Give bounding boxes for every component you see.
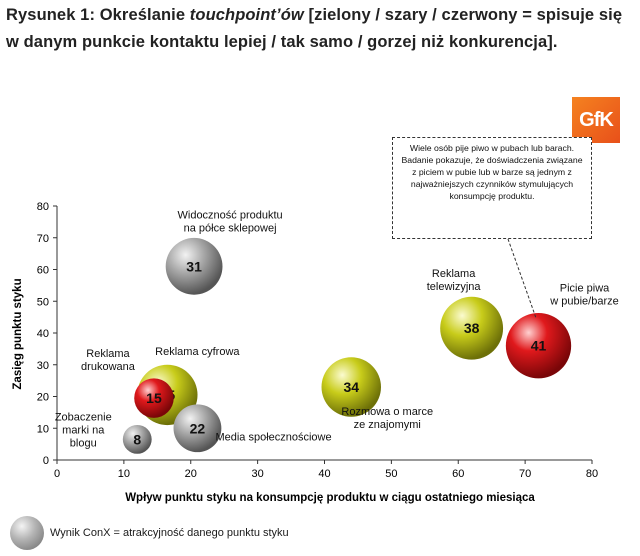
bubble [134,378,174,418]
y-tick-label: 10 [37,423,49,435]
heading-prefix: Rysunek 1: Określanie [6,6,190,24]
bubble [173,404,222,453]
x-tick-label: 70 [519,468,531,480]
bubble [440,296,504,360]
bubble-category-label: Widoczność produktu na półce sklepowej [178,209,283,234]
logo-text: GfK [579,108,614,131]
x-axis-title: Wpływ punktu styku na konsumpcję produkt… [125,492,535,504]
heading-suffix: [zielony / szary / czerwony = spisuje si… [6,6,623,51]
bubble-value-label: 41 [531,338,547,354]
callout-note: Wiele osób pije piwo w pubach lub barach… [392,137,592,239]
bubble-category-label: Picie piwa w pubie/barze [549,283,619,308]
y-tick-label: 40 [37,328,49,340]
y-tick-label: 20 [37,392,49,404]
bubble-category-label: Rozmowa o marce ze znajomymi [341,406,433,431]
bubble-category-label: Reklama drukowana [81,348,136,373]
figure-heading: Rysunek 1: Określanie touchpoint’ów [zie… [6,2,634,56]
bubble-category-label: Reklama cyfrowa [155,346,240,358]
y-tick-label: 0 [43,455,49,467]
gfk-logo: GfK [572,97,620,143]
axes: 0 10 20 30 40 50 60 70 80 0 10 20 30 40 50 60 70 80 [37,201,598,480]
x-tick-label: 30 [252,468,264,480]
x-tick-label: 20 [185,468,197,480]
bubble-value-label: 38 [464,320,480,336]
legend-text: Wynik ConX = atrakcyjność danego punktu … [50,527,289,539]
x-tick-label: 60 [452,468,464,480]
y-axis-title: Zasięg punktu styku [12,278,24,389]
x-tick-label: 10 [118,468,130,480]
bubble [165,237,223,295]
x-tick-label: 50 [385,468,397,480]
y-tick-label: 70 [37,233,49,245]
y-tick-label: 80 [37,201,49,213]
legend-bubble-icon [10,516,44,550]
bubble-category-label: Media społecznościowe [215,431,331,443]
bubble-value-label: 34 [343,379,359,395]
callout-text: Wiele osób pije piwo w pubach lub barach… [401,143,583,201]
y-tick-label: 60 [37,265,49,277]
bubble-value-label: 8 [133,431,141,447]
bubble-category-label: Zobaczenie marki na blogu [55,411,112,449]
bubble [321,357,381,417]
x-tick-label: 80 [586,468,598,480]
y-tick-label: 30 [37,360,49,372]
legend: Wynik ConX = atrakcyjność danego punktu … [10,516,289,550]
heading-italic: touchpoint’ów [189,6,304,24]
bubble [122,424,152,454]
y-tick-label: 50 [37,296,49,308]
x-tick-label: 0 [54,468,60,480]
callout-pointer [507,238,537,319]
bubble [505,313,572,379]
bubble-value-label: 31 [186,258,202,274]
bubble-value-label: 22 [190,420,206,436]
bubble-value-label: 15 [146,390,162,406]
bubble-category-label: Reklama telewizyjna [427,268,482,293]
x-tick-label: 40 [318,468,330,480]
